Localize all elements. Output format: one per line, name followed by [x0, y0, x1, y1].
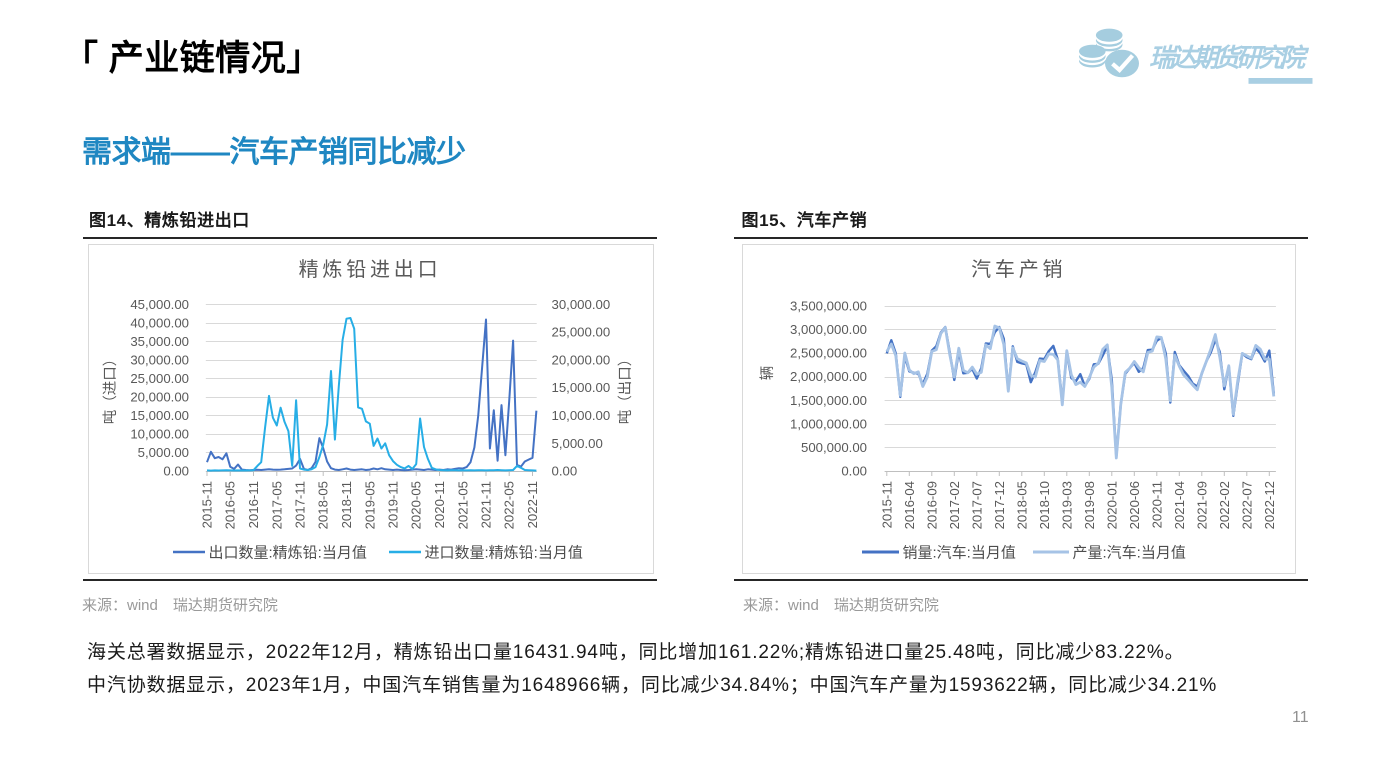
svg-text:10,000.00: 10,000.00 [130, 427, 189, 442]
svg-text:汽车产销: 汽车产销 [971, 258, 1066, 281]
svg-text:进口数量:精炼铅:当月值: 进口数量:精炼铅:当月值 [425, 545, 583, 562]
svg-text:2019-11: 2019-11 [386, 481, 401, 528]
svg-text:40,000.00: 40,000.00 [130, 315, 189, 330]
svg-text:30,000.00: 30,000.00 [552, 297, 611, 312]
svg-text:2016-04: 2016-04 [902, 481, 917, 529]
svg-text:35,000.00: 35,000.00 [130, 334, 189, 349]
svg-text:3,000,000.00: 3,000,000.00 [790, 322, 867, 337]
svg-text:2017-07: 2017-07 [969, 481, 984, 529]
svg-text:2022-12: 2022-12 [1262, 481, 1277, 529]
svg-text:2020-05: 2020-05 [409, 481, 424, 529]
svg-text:5,000.00: 5,000.00 [138, 445, 189, 460]
svg-text:2015-11: 2015-11 [200, 481, 215, 528]
svg-text:2016-05: 2016-05 [223, 481, 238, 529]
svg-text:2017-12: 2017-12 [992, 481, 1007, 529]
svg-text:1,500,000.00: 1,500,000.00 [790, 393, 867, 408]
svg-text:1,000,000.00: 1,000,000.00 [790, 417, 867, 432]
svg-text:500,000.00: 500,000.00 [801, 440, 867, 455]
svg-text:2018-05: 2018-05 [316, 481, 331, 529]
svg-text:2017-05: 2017-05 [269, 481, 284, 529]
svg-text:2022-05: 2022-05 [502, 481, 517, 529]
svg-text:2020-01: 2020-01 [1104, 481, 1119, 529]
svg-text:2016-09: 2016-09 [924, 481, 939, 529]
svg-text:2020-11: 2020-11 [1149, 481, 1164, 528]
svg-text:2017-11: 2017-11 [293, 481, 308, 528]
svg-text:45,000.00: 45,000.00 [130, 297, 189, 312]
svg-text:2021-09: 2021-09 [1194, 481, 1209, 529]
svg-text:2016-11: 2016-11 [246, 481, 261, 528]
svg-text:2022-07: 2022-07 [1239, 481, 1254, 529]
svg-text:10,000.00: 10,000.00 [552, 408, 611, 423]
svg-text:2022-11: 2022-11 [525, 481, 540, 528]
svg-text:2,000,000.00: 2,000,000.00 [790, 369, 867, 384]
svg-text:5,000.00: 5,000.00 [552, 436, 603, 451]
svg-text:2018-05: 2018-05 [1014, 481, 1029, 529]
svg-text:2020-06: 2020-06 [1127, 481, 1142, 529]
svg-text:吨（进口）: 吨（进口） [102, 352, 119, 425]
svg-text:2019-08: 2019-08 [1082, 481, 1097, 529]
svg-text:0.00: 0.00 [163, 464, 189, 479]
svg-text:2021-04: 2021-04 [1172, 481, 1187, 529]
svg-text:3,500,000.00: 3,500,000.00 [790, 298, 867, 313]
svg-text:吨（出口）: 吨（出口） [617, 352, 634, 425]
svg-text:2021-11: 2021-11 [479, 481, 494, 528]
svg-text:2018-10: 2018-10 [1037, 481, 1052, 529]
svg-text:15,000.00: 15,000.00 [552, 380, 611, 395]
svg-text:25,000.00: 25,000.00 [130, 371, 189, 386]
svg-text:辆: 辆 [759, 366, 776, 381]
svg-text:2021-05: 2021-05 [455, 481, 470, 529]
svg-text:2017-02: 2017-02 [947, 481, 962, 529]
svg-text:2015-11: 2015-11 [879, 481, 894, 528]
svg-text:2019-03: 2019-03 [1059, 481, 1074, 529]
svg-text:15,000.00: 15,000.00 [130, 408, 189, 423]
svg-text:20,000.00: 20,000.00 [552, 352, 611, 367]
svg-text:出口数量:精炼铅:当月值: 出口数量:精炼铅:当月值 [209, 545, 367, 562]
svg-text:2018-11: 2018-11 [339, 481, 354, 528]
svg-text:精炼铅进出口: 精炼铅进出口 [299, 258, 442, 281]
svg-text:销量:汽车:当月值: 销量:汽车:当月值 [903, 545, 1016, 562]
svg-text:2020-11: 2020-11 [432, 481, 447, 528]
svg-text:30,000.00: 30,000.00 [130, 353, 189, 368]
svg-text:2019-05: 2019-05 [362, 481, 377, 529]
svg-text:20,000.00: 20,000.00 [130, 390, 189, 405]
svg-text:25,000.00: 25,000.00 [552, 325, 611, 340]
svg-text:0.00: 0.00 [552, 464, 578, 479]
svg-text:2022-02: 2022-02 [1217, 481, 1232, 529]
svg-text:2,500,000.00: 2,500,000.00 [790, 346, 867, 361]
svg-text:瑞达期货研究院: 瑞达期货研究院 [1149, 44, 1310, 73]
svg-text:0.00: 0.00 [841, 464, 867, 479]
svg-text:产量:汽车:当月值: 产量:汽车:当月值 [1073, 545, 1186, 562]
